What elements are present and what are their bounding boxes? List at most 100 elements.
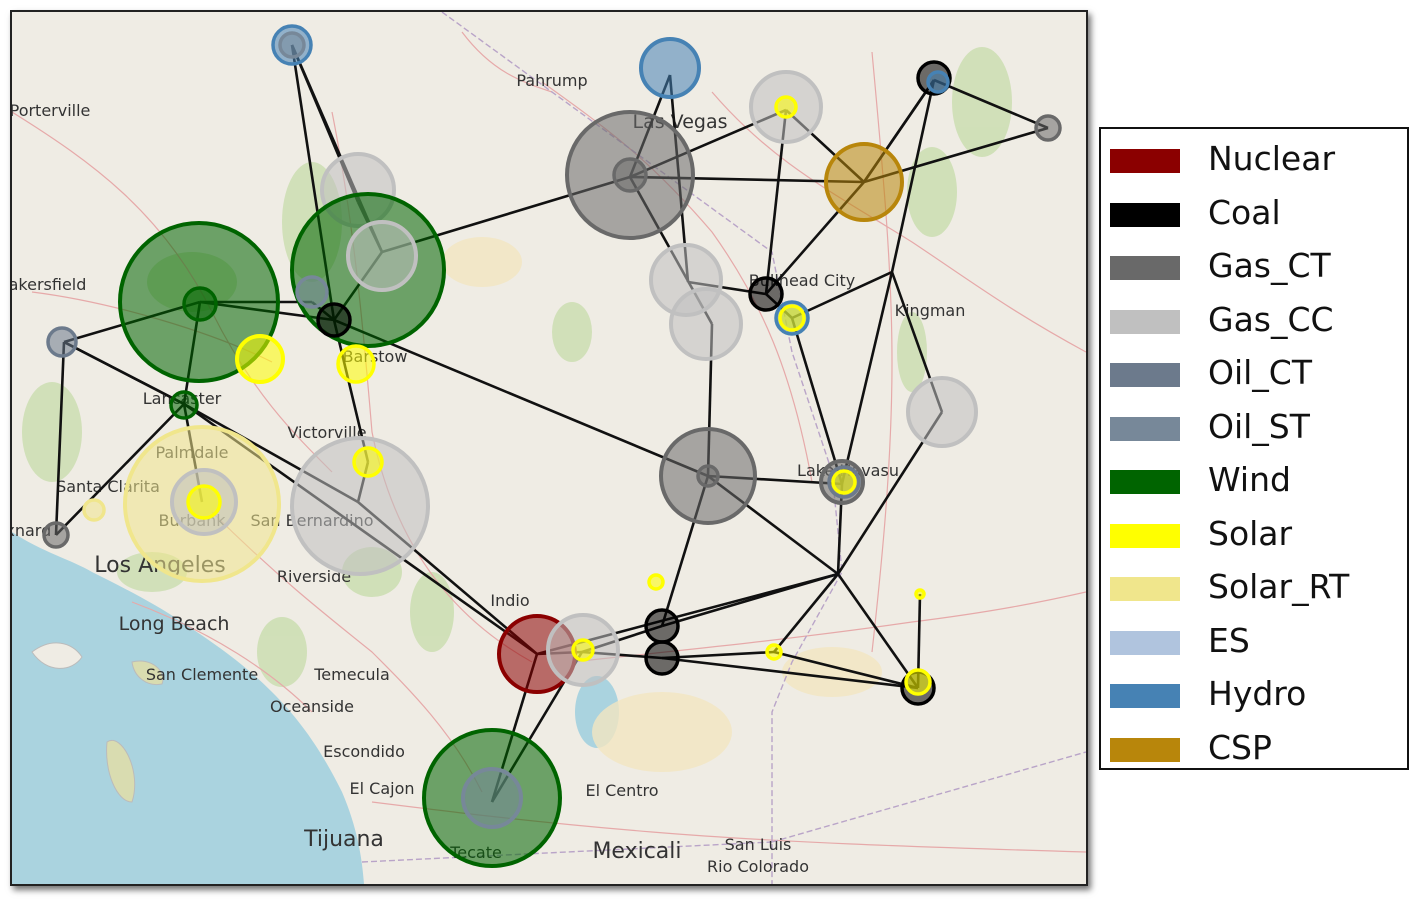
plant-oil-ct[interactable] — [46, 326, 78, 358]
plant-gas-cc[interactable] — [346, 220, 418, 292]
place-label: Tijuana — [303, 827, 384, 852]
plant-wind[interactable] — [182, 286, 218, 322]
plant-coal[interactable] — [644, 640, 680, 676]
transmission-line — [772, 573, 840, 653]
transmission-line — [890, 79, 936, 273]
place-label: Long Beach — [119, 613, 230, 635]
legend-label: Hydro — [1208, 674, 1307, 713]
plant-coal[interactable] — [748, 276, 784, 312]
transmission-line — [63, 340, 185, 406]
legend-swatch — [1110, 630, 1180, 655]
transmission-line — [836, 573, 920, 689]
plant-solar[interactable] — [571, 638, 595, 662]
transmission-line — [333, 318, 709, 478]
plant-gas-cc[interactable] — [290, 436, 430, 576]
plant-csp[interactable] — [824, 142, 904, 222]
generator-plants — [42, 24, 1062, 868]
place-label: San Clemente — [146, 665, 258, 684]
place-label: Kingman — [895, 301, 966, 320]
place-label: San Luis Rio Colorado — [707, 835, 809, 876]
plant-gas-ct[interactable] — [696, 464, 720, 488]
transmission-line — [790, 317, 844, 485]
plant-gas-cc[interactable] — [906, 376, 978, 448]
island — [106, 739, 136, 803]
plant-gas-ct[interactable] — [1034, 114, 1062, 142]
plant-gas-ct[interactable] — [42, 521, 70, 549]
network-map[interactable]: Pahrump Las Vegas Bullhead City Kingman Lake… — [10, 10, 1088, 886]
place-label: Escondido — [323, 742, 405, 761]
place-label: El Cajon — [350, 779, 415, 798]
legend-swatch — [1110, 202, 1180, 227]
place-label: Temecula — [313, 665, 390, 684]
plant-solar[interactable] — [352, 446, 384, 478]
plant-solar[interactable] — [904, 668, 932, 696]
plant-hydro[interactable] — [639, 37, 701, 99]
legend-swatch — [1110, 309, 1180, 334]
legend-item-oil-st: Oil_ST — [1101, 405, 1407, 446]
plant-solar[interactable] — [778, 304, 806, 332]
legend-label: Solar — [1208, 513, 1293, 553]
legend-label: CSP — [1208, 727, 1272, 767]
place-label: Oceanside — [270, 697, 354, 716]
place-label: Porterville — [12, 101, 90, 120]
plant-gas-cc[interactable] — [669, 287, 743, 361]
terrain-desert — [442, 237, 882, 772]
plant-solar[interactable] — [914, 588, 926, 600]
legend: Nuclear Coal Gas_CT Gas_CC Oil_CT Oil_ST Wind S… — [1099, 127, 1409, 770]
legend-label: Gas_CC — [1208, 299, 1334, 339]
legend-label: Coal — [1208, 192, 1281, 232]
plant-coal[interactable] — [644, 608, 680, 644]
plant-oil-st[interactable] — [278, 31, 306, 59]
legend-swatch — [1110, 363, 1180, 387]
legend-label: Nuclear — [1208, 139, 1336, 178]
legend-item-hydro: Hydro — [1101, 672, 1407, 713]
place-label: Mexicali — [592, 839, 681, 864]
legend-label: Gas_CT — [1208, 246, 1331, 285]
plant-gas-ct[interactable] — [612, 157, 648, 193]
legend-label: Oil_CT — [1208, 353, 1313, 392]
legend-swatch — [1110, 577, 1180, 601]
transmission-line — [933, 78, 1049, 130]
legend-item-solar-rt: Solar_RT — [1101, 565, 1407, 606]
legend-item-csp: CSP — [1101, 726, 1407, 767]
legend-item-gas-cc: Gas_CC — [1101, 298, 1407, 339]
state-borders — [361, 12, 1086, 884]
plant-solar[interactable] — [765, 643, 783, 661]
legend-swatch — [1110, 684, 1180, 708]
plant-solar[interactable] — [235, 334, 285, 384]
island — [131, 660, 164, 686]
transmission-line — [840, 271, 894, 485]
plant-solar[interactable] — [774, 95, 798, 119]
transmission-line — [55, 403, 185, 536]
plant-solar-rt[interactable] — [82, 498, 106, 522]
legend-item-nuclear: Nuclear — [1101, 137, 1407, 178]
plant-oil-st[interactable] — [461, 767, 523, 829]
plant-solar[interactable] — [186, 484, 222, 520]
place-label: Pahrump — [516, 71, 587, 90]
place-label: Bakersfield — [12, 275, 86, 294]
place-label: El Centro — [585, 781, 658, 800]
plant-oil-st[interactable] — [295, 275, 329, 309]
plant-hydro[interactable] — [926, 70, 950, 94]
plant-solar[interactable] — [831, 469, 857, 495]
legend-item-es: ES — [1101, 619, 1407, 660]
place-label: Oxnard — [12, 521, 51, 540]
plant-coal[interactable] — [316, 302, 352, 338]
legend-swatch — [1110, 470, 1180, 494]
legend-swatch — [1110, 149, 1180, 173]
legend-swatch — [1110, 416, 1180, 441]
transmission-line — [54, 341, 66, 536]
legend-item-gas-ct: Gas_CT — [1101, 244, 1407, 285]
legend-swatch — [1110, 523, 1180, 548]
ocean — [12, 532, 364, 884]
plant-solar[interactable] — [336, 344, 376, 384]
plant-solar[interactable] — [647, 573, 665, 591]
legend-item-oil-ct: Oil_CT — [1101, 351, 1407, 392]
plant-wind[interactable] — [169, 390, 199, 420]
legend-swatch — [1110, 737, 1180, 762]
transmission-line — [661, 650, 775, 660]
legend-label: Oil_ST — [1208, 406, 1310, 446]
legend-label: Solar_RT — [1208, 567, 1350, 606]
legend-label: ES — [1208, 620, 1250, 660]
